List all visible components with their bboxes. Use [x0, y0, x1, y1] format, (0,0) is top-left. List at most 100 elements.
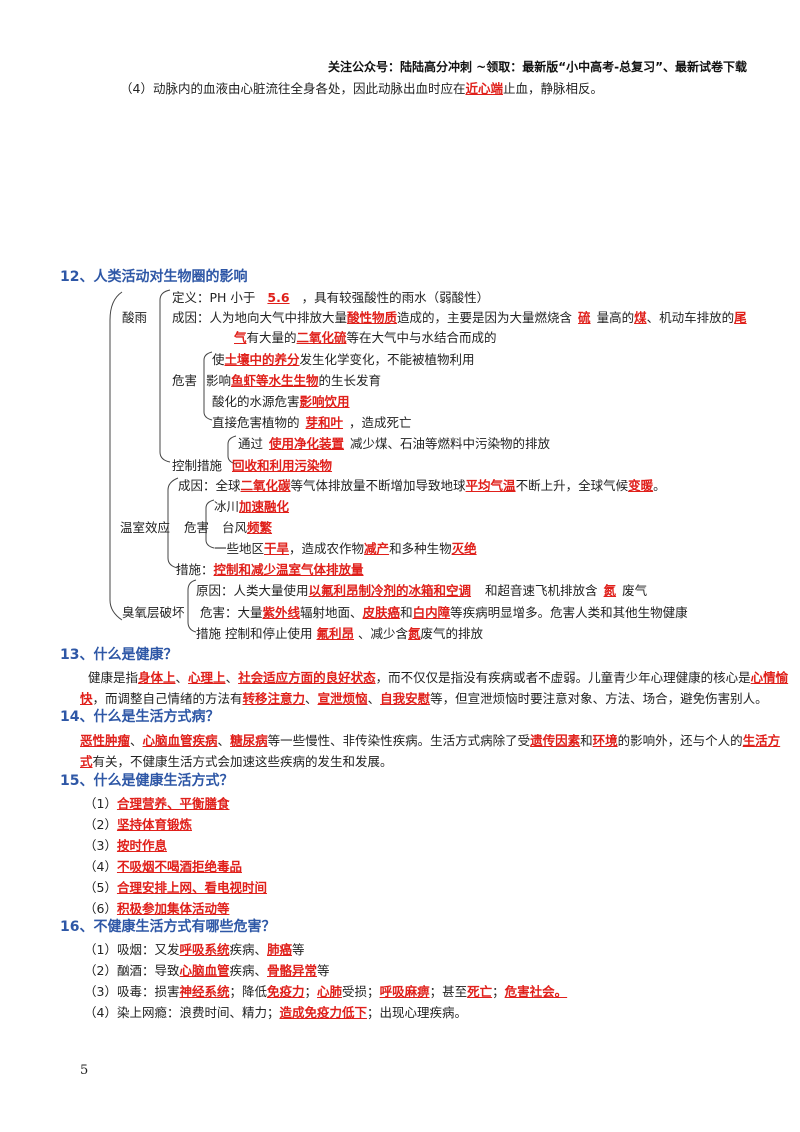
ozone-measure: 措施 控制和停止使用 氟利昂 、减少含氮废气的排放 [196, 626, 484, 641]
answer: 心情愉 [750, 670, 789, 685]
greenhouse-harm-label: 危害 [184, 520, 210, 535]
answer: 以氟利昂制冷剂的冰箱和空调 [308, 583, 472, 598]
answer: 酸性物质 [347, 310, 398, 325]
ozone-label: 臭氧层破坏 [122, 605, 185, 620]
section-16-title: 16、不健康生活方式有哪些危害？ [60, 919, 276, 935]
answer: 不吸烟不喝酒拒绝毒品 [116, 859, 242, 874]
ozone-cause: 原因：人类大量使用以氟利昂制冷剂的冰箱和空调 和超音速飞机排放含氮废气 [196, 583, 648, 598]
list-item: （4）不吸烟不喝酒拒绝毒品 [84, 859, 242, 874]
ozone-harm: 危害：大量紫外线辐射地面、皮肤癌和白内障等疾病明显增多。危害人类和其他生物健康 [200, 605, 688, 620]
page-number: 5 [80, 1063, 89, 1078]
answer: 宣泄烦恼 [317, 691, 368, 706]
list-item: （5）合理安排上网、看电视时间 [84, 880, 267, 895]
answer: 危害社会。 [504, 984, 568, 999]
answer: 皮肤癌 [362, 605, 401, 620]
acid-harm-2: 影响鱼虾等水生生物的生长发育 [206, 373, 382, 388]
answer: 土壤中的养分 [224, 352, 300, 367]
answer: 呼吸麻痹 [379, 984, 430, 999]
s14-line-2: 式有关，不健康生活方式会加速这些疾病的发生和发展。 [80, 754, 393, 769]
s16-line-1: （1）吸烟：又发呼吸系统疾病、肺癌等 [84, 942, 305, 957]
answer: 硫 [578, 310, 591, 325]
answer: 肺癌 [267, 942, 293, 957]
answer: 氮 [603, 583, 617, 598]
answer: 尾 [734, 310, 747, 325]
answer: 恶性肿瘤 [80, 733, 131, 748]
greenhouse-harm-1: 冰川加速融化 [214, 499, 290, 514]
answer: 芽和叶 [305, 415, 344, 430]
answer: 5.6 [267, 290, 290, 305]
answer: 煤 [634, 310, 647, 325]
answer: 造成免疫力低下 [279, 1005, 367, 1020]
greenhouse-label: 温室效应 [120, 520, 171, 535]
acid-rain-label: 酸雨 [122, 310, 148, 325]
s13-line-2: 快，而调整自己情绪的方法有转移注意力、宣泄烦恼、自我安慰等，但宣泄烦恼时要注意对… [80, 691, 768, 706]
answer: 回收和利用污染物 [232, 458, 333, 473]
answer: 鱼虾等水生生物 [231, 373, 319, 388]
acid-harm-label: 危害 [172, 373, 198, 388]
s14-line-1: 恶性肿瘤、心脑血管疾病、糖尿病等一些慢性、非传染性疾病。生活方式病除了受遗传因素… [80, 733, 781, 748]
greenhouse-measure: 措施：控制和减少温室气体排放量 [176, 562, 364, 577]
answer: 氮 [408, 626, 421, 641]
acid-cause-line: 成因：人为地向大气中排放大量酸性物质造成的，主要是因为大量燃烧含硫量高的煤、机动… [172, 310, 747, 325]
answer: 二氧化碳 [240, 478, 291, 493]
answer: 糖尿病 [230, 733, 268, 748]
greenhouse-cause: 成因：全球二氧化碳等气体排放量不断增加导致地球平均气温不断上升，全球气候变暖。 [178, 478, 666, 493]
answer: 控制和减少温室气体排放量 [213, 562, 364, 577]
acid-control-label: 控制措施 [172, 458, 223, 473]
answer: 加速融化 [239, 499, 290, 514]
answer: 心脑血管疾病 [142, 733, 218, 748]
list-item: （2）坚持体育锻炼 [84, 817, 192, 832]
answer: 社会适应方面的良好状态 [238, 670, 376, 685]
acid-harm-1: 使土壤中的养分发生化学变化，不能被植物利用 [212, 352, 475, 367]
answer: 灭绝 [451, 541, 477, 556]
answer: 气 [234, 330, 247, 345]
answer: 频繁 [247, 520, 273, 535]
s16-line-4: （4）染上网瘾：浪费时间、精力；造成免疫力低下；出现心理疾病。 [84, 1005, 467, 1020]
s13-line-1: 健康是指身体上、心理上、社会适应方面的良好状态，而不仅仅是指没有疾病或者不虚弱。… [88, 670, 789, 685]
s16-line-3: （3）吸毒：损害神经系统；降低免疫力；心肺受损；呼吸麻痹；甚至死亡；危害社会。 [84, 984, 568, 999]
answer: 免疫力 [267, 984, 305, 999]
greenhouse-harm-2: 台风频繁 [222, 520, 273, 535]
acid-harm-3: 酸化的水源危害影响饮用 [212, 394, 350, 409]
intro-line: （4）动脉内的血液由心脏流往全身各处，因此动脉出血时应在近心端止血，静脉相反。 [120, 81, 603, 96]
acid-control-2: 回收和利用污染物 [232, 455, 332, 474]
answer: 干旱 [264, 541, 290, 556]
answer: 死亡 [467, 984, 493, 999]
list-item: （6）积极参加集体活动等 [84, 901, 230, 916]
answer: 近心端 [465, 81, 503, 96]
answer: 转移注意力 [242, 691, 306, 706]
s16-line-2: （2）酗酒：导致心脑血管疾病、骨骼异常等 [84, 963, 330, 978]
answer: 生活方 [742, 733, 781, 748]
answer: 身体上 [138, 670, 176, 685]
answer: 影响饮用 [299, 394, 350, 409]
answer: 紫外线 [262, 605, 301, 620]
answer: 心肺 [317, 984, 343, 999]
answer: 合理安排上网、看电视时间 [116, 880, 267, 895]
answer: 白内障 [412, 605, 451, 620]
answer: 快 [80, 691, 93, 706]
answer: 骨骼异常 [267, 963, 318, 978]
header-note: 关注公众号：陆陆高分冲刺 ~领取：最新版“小中高考-总复习”、最新试卷下载 [328, 60, 747, 74]
answer: 神经系统 [179, 984, 230, 999]
acid-def-line: 定义：PH 小于 5.6 ，具有较强酸性的雨水（弱酸性） [172, 290, 490, 305]
answer: 合理营养、平衡膳食 [116, 796, 230, 811]
answer: 式 [80, 754, 93, 769]
answer: 环境 [592, 733, 618, 748]
section-12-title: 12、人类活动对生物圈的影响 [60, 269, 248, 285]
answer: 氟利昂 [316, 626, 354, 641]
answer: 心理上 [188, 670, 226, 685]
answer: 变暖 [628, 478, 654, 493]
section-14-title: 14、什么是生活方式病？ [60, 709, 220, 725]
answer: 坚持体育锻炼 [116, 817, 192, 832]
section-15-title: 15、什么是健康生活方式？ [60, 773, 234, 789]
section-13-title: 13、什么是健康？ [60, 647, 178, 663]
acid-cause-line-2: 气有大量的二氧化硫等在大气中与水结合而成的 [234, 330, 497, 345]
answer: 按时作息 [116, 838, 167, 853]
greenhouse-harm-3: 一些地区干旱，造成农作物减产和多种生物灭绝 [214, 541, 477, 556]
answer: 遗传因素 [530, 733, 581, 748]
answer: 减产 [364, 541, 390, 556]
answer: 积极参加集体活动等 [116, 901, 230, 916]
answer: 二氧化硫 [296, 330, 347, 345]
acid-control-1: 通过 使用净化装置 减少煤、石油等燃料中污染物的排放 [238, 436, 551, 451]
